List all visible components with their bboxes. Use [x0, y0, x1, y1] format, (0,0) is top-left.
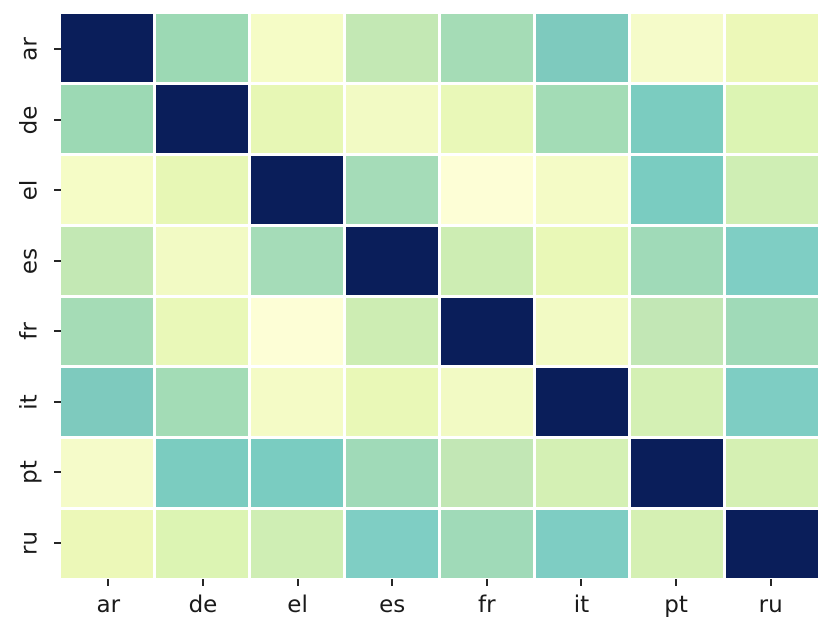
heatmap-cell	[726, 84, 818, 153]
heatmap-cell	[536, 297, 628, 366]
heatmap-cell	[441, 155, 533, 224]
heatmap-cell	[61, 14, 153, 82]
heatmap-cell	[726, 297, 818, 366]
heatmap-cell	[631, 84, 723, 153]
y-tick-label: ar	[16, 37, 43, 62]
heatmap-cell	[251, 510, 343, 578]
heatmap-cell	[156, 155, 248, 224]
y-tick-mark	[54, 541, 61, 544]
heatmap-cell	[536, 368, 628, 437]
heatmap-cell	[631, 368, 723, 437]
y-tick-label: el	[16, 179, 43, 201]
heatmap-cell	[631, 14, 723, 82]
x-tick-mark	[201, 579, 204, 586]
x-tick-mark	[675, 579, 678, 586]
heatmap-cell	[251, 14, 343, 82]
y-tick-label: ru	[16, 530, 43, 555]
heatmap-cell	[726, 226, 818, 295]
x-tick-mark	[107, 579, 110, 586]
heatmap-cell	[536, 439, 628, 508]
heatmap-cell	[536, 14, 628, 82]
heatmap-grid	[61, 14, 818, 578]
heatmap-cell	[346, 14, 438, 82]
heatmap-cell	[726, 510, 818, 578]
heatmap-cell	[631, 510, 723, 578]
heatmap-cell	[61, 297, 153, 366]
heatmap-cell	[346, 155, 438, 224]
heatmap-cell	[61, 368, 153, 437]
x-tick-label: fr	[478, 592, 496, 618]
heatmap-cell	[251, 439, 343, 508]
x-tick-mark	[769, 579, 772, 586]
heatmap-cell	[631, 226, 723, 295]
heatmap-cell	[156, 439, 248, 508]
heatmap-cell	[441, 439, 533, 508]
heatmap-cell	[441, 84, 533, 153]
y-tick-label: fr	[16, 322, 43, 341]
heatmap-cell	[441, 510, 533, 578]
y-tick-mark	[54, 471, 61, 474]
heatmap-cell	[346, 510, 438, 578]
heatmap-cell	[156, 226, 248, 295]
y-tick-mark	[54, 400, 61, 403]
heatmap-cell	[536, 510, 628, 578]
heatmap-cell	[441, 226, 533, 295]
y-tick-mark	[54, 189, 61, 192]
heatmap-cell	[631, 297, 723, 366]
y-tick-mark	[54, 330, 61, 333]
heatmap-cell	[441, 14, 533, 82]
heatmap-cell	[156, 510, 248, 578]
heatmap-cell	[441, 368, 533, 437]
heatmap-cell	[61, 84, 153, 153]
heatmap-cell	[156, 84, 248, 153]
heatmap-cell	[61, 226, 153, 295]
heatmap-cell	[631, 439, 723, 508]
x-tick-mark	[296, 579, 299, 586]
heatmap-cell	[536, 226, 628, 295]
x-tick-mark	[580, 579, 583, 586]
heatmap-cell	[726, 368, 818, 437]
heatmap-cell	[346, 226, 438, 295]
heatmap-cell	[726, 439, 818, 508]
x-tick-label: el	[287, 592, 308, 618]
heatmap-cell	[251, 368, 343, 437]
x-tick-label: ru	[758, 592, 783, 618]
x-tick-label: pt	[664, 592, 688, 618]
heatmap-cell	[156, 14, 248, 82]
heatmap-cell	[61, 510, 153, 578]
heatmap-cell	[251, 297, 343, 366]
heatmap-cell	[251, 155, 343, 224]
x-tick-label: it	[573, 592, 590, 618]
y-tick-label: it	[16, 394, 43, 410]
y-tick-label: pt	[16, 460, 43, 485]
y-tick-label: es	[16, 247, 43, 274]
x-tick-label: es	[379, 592, 406, 618]
heatmap-cell	[536, 155, 628, 224]
y-tick-mark	[54, 118, 61, 121]
heatmap-cell	[726, 14, 818, 82]
y-tick-mark	[54, 259, 61, 262]
y-tick-mark	[54, 48, 61, 51]
heatmap-cell	[61, 155, 153, 224]
y-tick-label: de	[16, 105, 43, 135]
heatmap-cell	[346, 297, 438, 366]
x-tick-label: de	[188, 592, 218, 618]
heatmap-cell	[61, 439, 153, 508]
heatmap-cell	[251, 226, 343, 295]
x-tick-mark	[391, 579, 394, 586]
heatmap-cell	[631, 155, 723, 224]
heatmap-cell	[156, 368, 248, 437]
heatmap-cell	[346, 368, 438, 437]
heatmap-cell	[536, 84, 628, 153]
heatmap-cell	[346, 439, 438, 508]
x-tick-label: ar	[96, 592, 121, 618]
heatmap-cell	[156, 297, 248, 366]
x-tick-mark	[485, 579, 488, 586]
heatmap-cell	[726, 155, 818, 224]
heatmap-cell	[441, 297, 533, 366]
heatmap-cell	[251, 84, 343, 153]
heatmap-cell	[346, 84, 438, 153]
